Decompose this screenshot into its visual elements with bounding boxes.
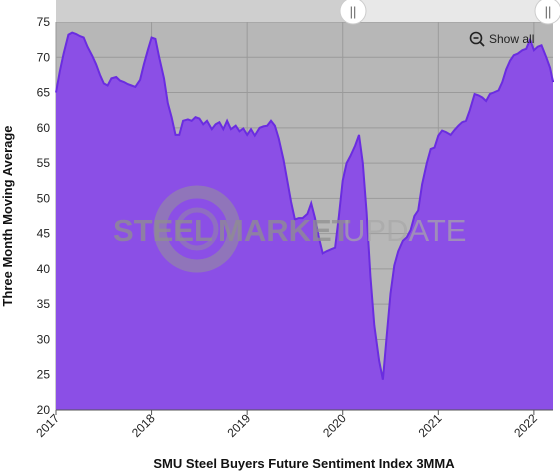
x-axis-label: SMU Steel Buyers Future Sentiment Index … [153, 456, 455, 471]
y-tick-label: 45 [37, 227, 51, 241]
watermark-word-market: MARKET [218, 213, 351, 248]
y-axis-ticks: 20 25 30 35 40 45 50 55 60 65 70 75 [37, 15, 51, 417]
x-tick-label: 2019 [224, 411, 253, 440]
series-line [55, 31, 554, 380]
y-tick-label: 60 [37, 121, 51, 135]
show-all-button[interactable]: Show all [469, 29, 534, 49]
x-tick-label: 2018 [129, 411, 158, 440]
watermark-word-update: UPDATE [343, 213, 466, 248]
y-tick-label: 35 [37, 297, 51, 311]
watermark-word-steel: STEEL [113, 213, 213, 248]
series-area-fill [56, 32, 553, 410]
x-tick-label: 2020 [320, 411, 349, 440]
scroll-unselected-range [56, 0, 353, 22]
y-tick-label: 65 [37, 86, 51, 100]
y-tick-label: 70 [37, 50, 51, 64]
scroll-handle-right-grip-icon: || [545, 4, 552, 19]
y-tick-label: 50 [37, 191, 51, 205]
range-scrollbar[interactable]: || || [56, 0, 560, 25]
y-tick-label: 40 [37, 262, 51, 276]
x-axis-ticks: 2017 2018 2019 2020 2021 2022 [33, 410, 540, 440]
y-tick-label: 30 [37, 332, 51, 346]
x-tick-label: 2022 [511, 411, 540, 440]
y-tick-label: 75 [37, 15, 51, 29]
x-tick-label: 2021 [416, 411, 445, 440]
watermark-logo: STEEL MARKET UPDATE [113, 185, 466, 273]
scroll-handle-left[interactable]: || [339, 0, 367, 25]
zoom-out-icon [469, 31, 485, 47]
y-axis-label: Three Month Moving Average [0, 125, 15, 306]
y-tick-label: 25 [37, 368, 51, 382]
y-tick-label: 55 [37, 156, 51, 170]
scroll-handle-right[interactable]: || [534, 0, 560, 25]
y-tick-label: 20 [37, 403, 51, 417]
show-all-label: Show all [489, 32, 535, 46]
scroll-handle-left-grip-icon: || [350, 4, 357, 19]
